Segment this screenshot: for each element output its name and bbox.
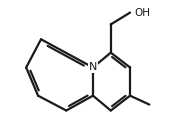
Text: OH: OH: [134, 8, 150, 18]
Text: N: N: [89, 62, 97, 72]
